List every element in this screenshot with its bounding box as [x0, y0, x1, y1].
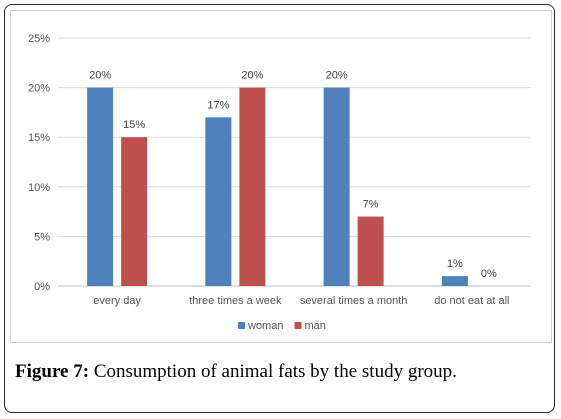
data-label: 15% — [123, 119, 145, 131]
data-label: 20% — [89, 70, 111, 82]
bar-man — [121, 137, 148, 286]
bar-chart: 0% 5% 10% 15% 20% 25% 20% 15% every day 17% 20% thr… — [28, 33, 531, 332]
x-tick-label: three times a week — [189, 295, 282, 307]
y-tick-label: 0% — [34, 281, 50, 293]
data-label: 20% — [241, 70, 263, 82]
y-tick-label: 25% — [28, 33, 50, 45]
data-label: 0% — [481, 268, 497, 280]
legend-swatch-woman — [238, 322, 245, 329]
y-tick-label: 20% — [28, 83, 50, 95]
data-label: 1% — [447, 258, 463, 270]
bar-woman — [323, 87, 350, 286]
bar-woman — [205, 117, 232, 286]
y-tick-label: 15% — [28, 132, 50, 144]
legend-label-man: man — [305, 320, 326, 332]
figure-caption: Figure 7: Consumption of animal fats by … — [15, 361, 457, 383]
legend-swatch-man — [294, 322, 302, 329]
x-tick-label: several times a month — [300, 295, 408, 307]
figure-caption-text: Consumption of animal fats by the study … — [89, 361, 457, 382]
legend-label-woman: woman — [247, 320, 283, 332]
data-label: 7% — [363, 199, 379, 211]
bar-woman — [441, 276, 468, 286]
bar-man — [239, 87, 266, 286]
y-tick-label: 5% — [34, 231, 50, 243]
x-tick-label: every day — [93, 295, 141, 307]
bar-woman — [87, 87, 114, 286]
bar-man — [357, 216, 384, 286]
x-tick-label: do not eat at all — [434, 295, 509, 307]
y-tick-label: 10% — [28, 182, 50, 194]
figure-label: Figure 7: — [15, 361, 90, 382]
data-label: 20% — [326, 70, 348, 82]
data-label: 17% — [207, 99, 229, 111]
